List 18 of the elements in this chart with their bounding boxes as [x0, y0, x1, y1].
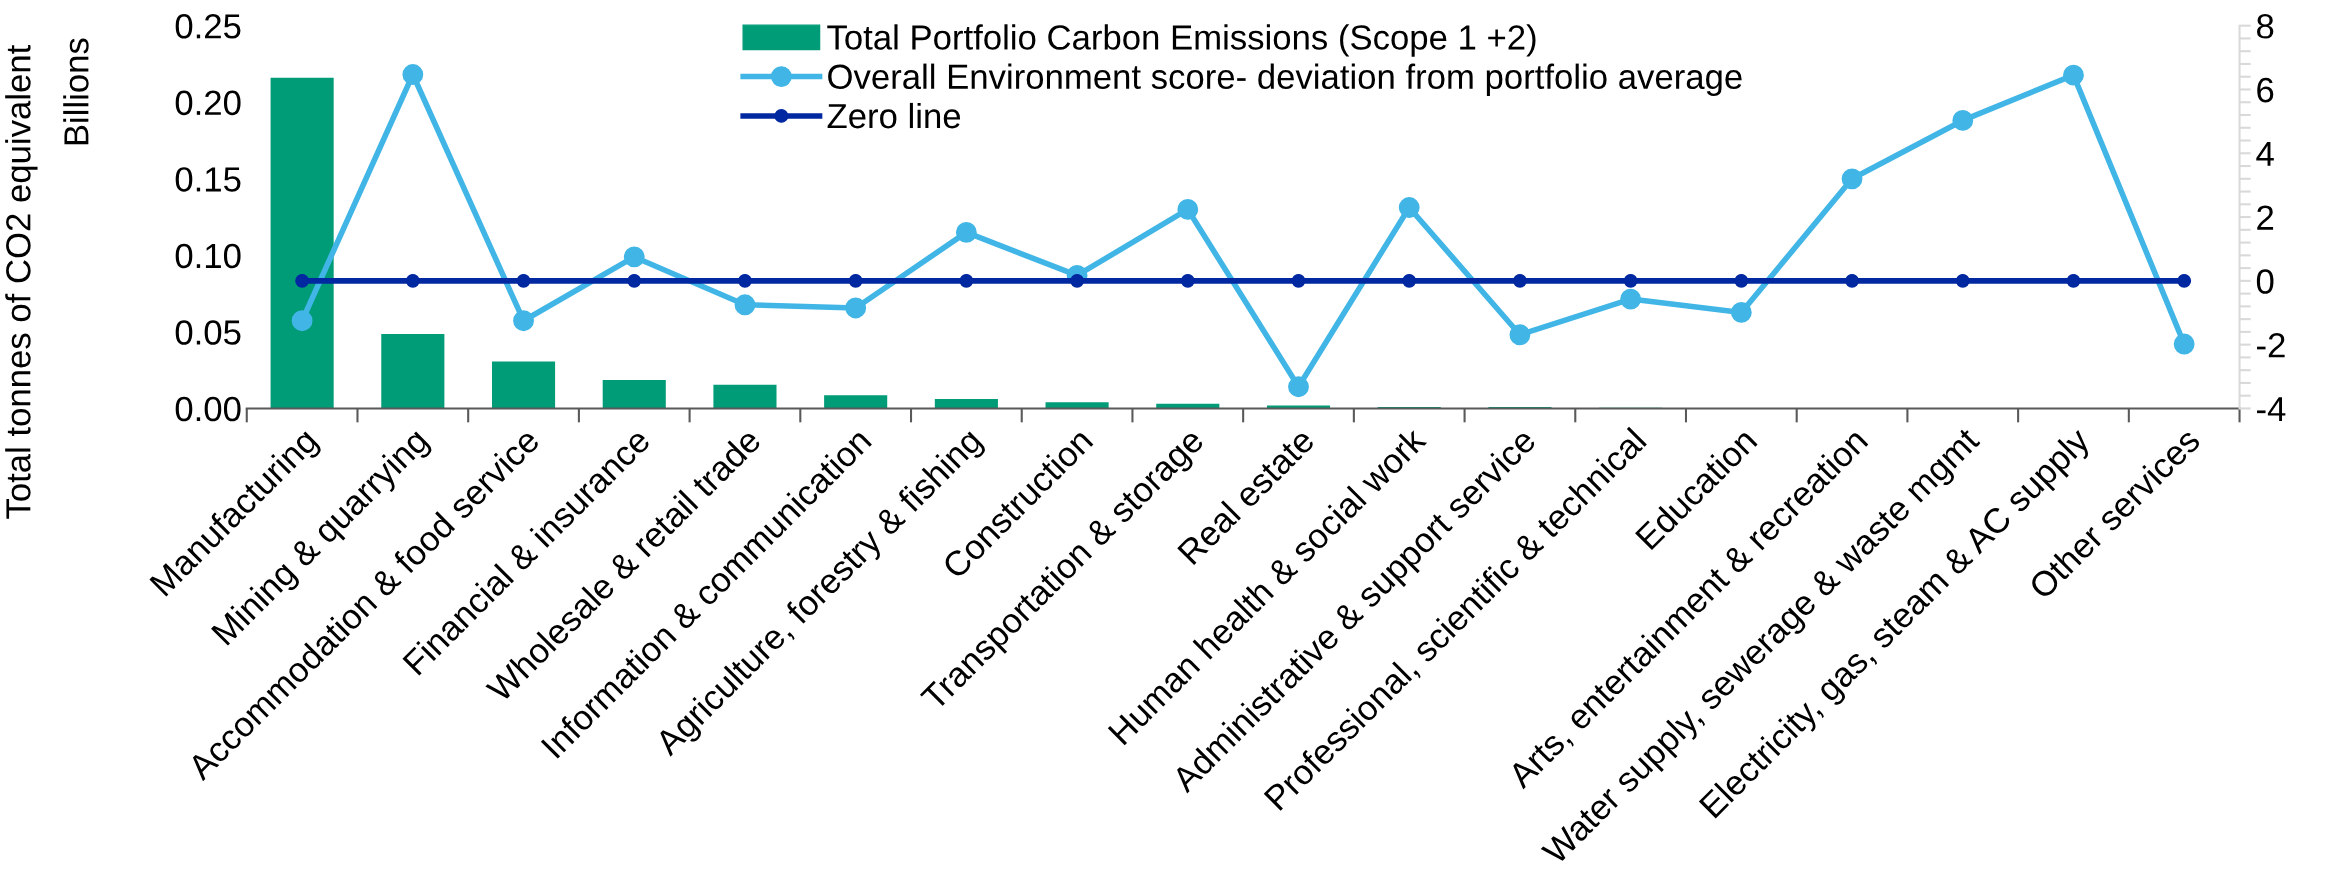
legend-label: Zero line: [827, 102, 961, 129]
y-tick-label: 0.00: [175, 396, 241, 422]
y-axis-title: Total tonnes of CO2 equivalent: [5, 44, 38, 519]
y2-tick-label: 0: [2256, 269, 2274, 294]
y-tick-label: 0.20: [175, 90, 241, 116]
y-tick-label: 0.15: [175, 167, 241, 192]
legend-label: Total Portfolio Carbon Emissions (Scope 1 +2): [827, 24, 1536, 57]
legend-label: Overall Environment score- deviation from portfolio average: [828, 63, 1742, 96]
y2-tick-label: 4: [2256, 141, 2274, 166]
y-tick-label: 0.25: [175, 14, 241, 39]
y2-tick-label: 2: [2257, 205, 2274, 230]
y2-tick-label: -4: [2257, 397, 2286, 422]
y2-tick-label: 8: [2257, 14, 2274, 39]
y2-tick-label: -2: [2257, 332, 2285, 358]
y-tick-label: 0.05: [175, 320, 241, 345]
y-tick-label: 0.10: [175, 243, 241, 269]
text: Billions: [63, 38, 89, 145]
y2-tick-label: 6: [2257, 77, 2274, 103]
